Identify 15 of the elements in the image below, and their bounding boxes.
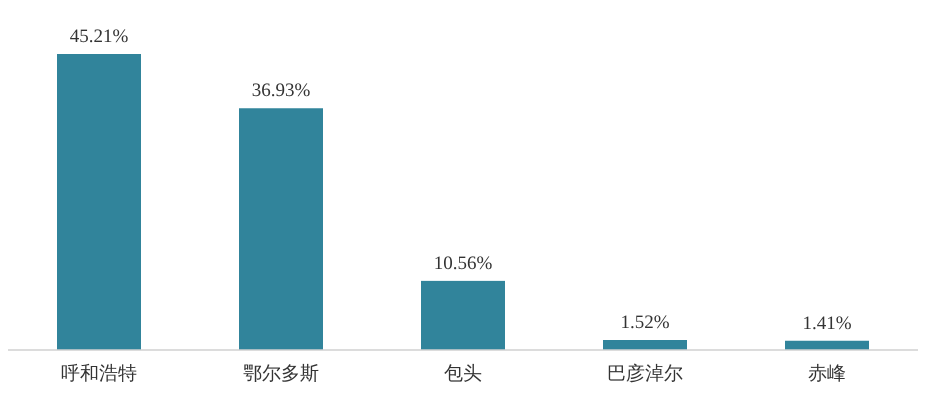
data-label: 1.52% — [620, 312, 670, 334]
x-tick-label: 呼和浩特 — [61, 363, 137, 384]
x-tick-label: 鄂尔多斯 — [243, 363, 319, 384]
data-label: 36.93% — [252, 80, 310, 102]
x-tick-label: 赤峰 — [808, 363, 846, 384]
bar — [785, 340, 869, 350]
bar — [603, 340, 687, 350]
bar — [421, 280, 505, 350]
x-tick-label: 包头 — [444, 363, 482, 384]
data-label: 10.56% — [434, 252, 492, 274]
bar — [239, 108, 323, 350]
bar — [57, 54, 141, 350]
data-label: 1.41% — [802, 312, 852, 334]
data-label: 45.21% — [70, 26, 128, 47]
x-tick-label: 巴彦淖尔 — [607, 362, 683, 384]
